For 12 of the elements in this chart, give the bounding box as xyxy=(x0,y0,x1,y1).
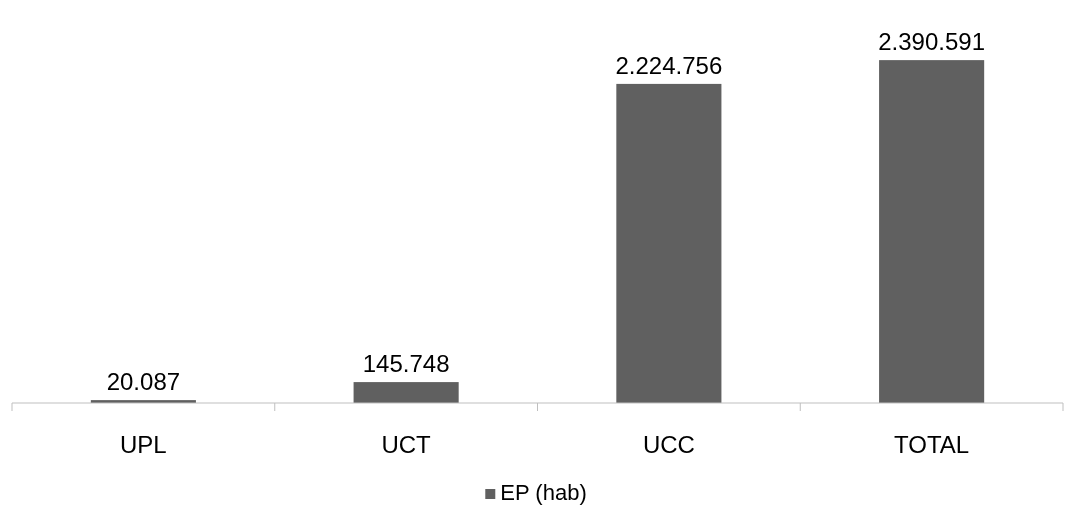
bar xyxy=(616,83,722,403)
legend-label: EP (hab) xyxy=(500,480,587,505)
x-tick-label: UPL xyxy=(120,431,167,458)
data-label: 145.748 xyxy=(362,350,450,378)
bar xyxy=(879,60,985,403)
bar xyxy=(353,382,459,403)
x-tick-label: UCC xyxy=(642,431,695,458)
data-label: 2.224.756 xyxy=(615,51,723,79)
data-label: 20.087 xyxy=(106,368,181,396)
x-tick-label: TOTAL xyxy=(894,431,970,458)
data-label: 2.390.591 xyxy=(878,28,986,56)
x-tick-label: UCT xyxy=(381,431,432,458)
